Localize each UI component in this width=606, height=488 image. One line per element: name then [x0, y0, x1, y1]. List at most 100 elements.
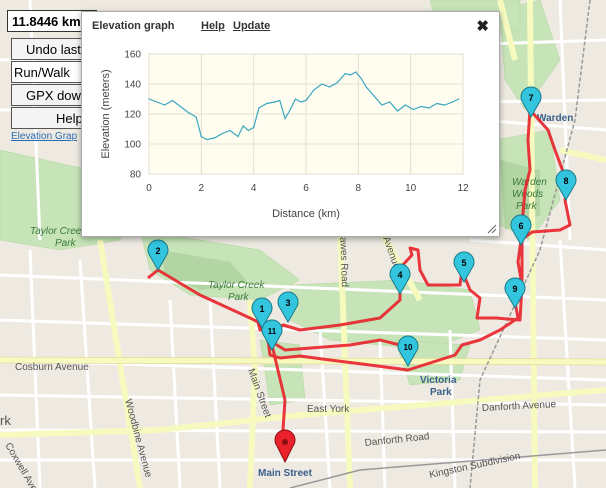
- elevation-point: [148, 98, 150, 100]
- marker-7[interactable]: 7: [520, 86, 542, 119]
- elevation-point: [458, 98, 460, 100]
- dialog-header[interactable]: Elevation graph Help Update ✖: [82, 12, 499, 38]
- map-label-taylor-creek-1b: Park: [55, 238, 77, 249]
- x-tick-label: 8: [356, 183, 362, 194]
- elevation-point: [221, 132, 223, 135]
- elevation-graph-dialog: Elevation graph Help Update ✖ 80 100 120 14…: [81, 11, 500, 237]
- elevation-point: [237, 135, 239, 138]
- elevation-point: [329, 86, 331, 88]
- map-label-warden-woods-2: Woods: [512, 189, 543, 200]
- y-tick-label: 140: [124, 80, 141, 91]
- elevation-point: [381, 104, 383, 106]
- marker-9[interactable]: 9: [504, 277, 526, 310]
- x-axis-label: Distance (km): [272, 208, 340, 220]
- marker-3[interactable]: 3: [277, 291, 299, 324]
- elevation-point: [428, 107, 430, 109]
- chart-gridlines: [148, 53, 464, 175]
- marker-3-label: 3: [285, 298, 290, 308]
- elevation-graph-link[interactable]: Elevation Grap: [11, 131, 78, 142]
- elevation-point: [436, 102, 438, 105]
- elevation-point: [156, 101, 158, 103]
- marker-4[interactable]: 4: [389, 263, 411, 296]
- y-tick-label: 100: [124, 140, 141, 151]
- elevation-point: [397, 110, 399, 112]
- map-label-victoria-park: Park: [430, 387, 452, 398]
- map-label-taylor-creek-2a: Taylor Creek: [208, 280, 265, 291]
- marker-4-label: 4: [397, 270, 402, 280]
- route-path[interactable]: [147, 108, 572, 461]
- elevation-point: [313, 89, 315, 91]
- close-icon[interactable]: ✖: [476, 18, 489, 35]
- marker-2[interactable]: 2: [147, 239, 169, 272]
- elevation-point: [300, 101, 302, 103]
- marker-6[interactable]: 6: [510, 214, 532, 247]
- marker-10[interactable]: 10: [397, 335, 419, 368]
- resize-handle-icon[interactable]: [487, 224, 497, 234]
- marker-8[interactable]: 8: [555, 169, 577, 202]
- gpx-download-button[interactable]: GPX down: [11, 84, 97, 106]
- x-tick-label: 0: [146, 183, 152, 194]
- elevation-point: [349, 74, 352, 76]
- elevation-point: [200, 135, 202, 138]
- elevation-point: [258, 107, 260, 109]
- end-marker[interactable]: [274, 429, 296, 464]
- x-tick-label: 4: [251, 183, 257, 194]
- dialog-help-link[interactable]: Help: [201, 20, 225, 32]
- elevation-point: [412, 108, 414, 111]
- x-tick-label: 12: [457, 183, 469, 194]
- elevation-series-points: [148, 71, 460, 141]
- map-label-dawes: Dawes Road: [337, 230, 350, 288]
- y-tick-label: 80: [130, 170, 142, 181]
- x-tick-label: 2: [199, 183, 205, 194]
- elevation-point: [279, 99, 281, 102]
- dialog-update-link[interactable]: Update: [233, 20, 271, 32]
- route-control-panel: 11.8446 km Undo last p Run/Walk GPX down…: [7, 10, 97, 146]
- map-label-taylor-creek-2b: Park: [228, 292, 250, 303]
- elevation-point: [213, 137, 215, 139]
- map-label-taylor-creek-1a: Taylor Creek: [30, 226, 87, 237]
- map-label-victoria: Victoria: [420, 375, 457, 386]
- elevation-point: [420, 105, 422, 108]
- route-markers[interactable]: 1 2 3 4 5 6 7 8: [147, 86, 577, 464]
- rail-line-2: [289, 449, 606, 488]
- y-axis-label: Elevation (meters): [100, 69, 112, 158]
- elevation-point: [206, 138, 208, 141]
- help-button[interactable]: Help: [11, 107, 97, 129]
- elevation-point: [404, 104, 406, 106]
- elevation-point: [289, 108, 291, 111]
- elevation-point: [229, 129, 231, 132]
- x-tick-label: 6: [303, 183, 309, 194]
- elevation-point: [284, 117, 286, 120]
- map-label-warden-woods-3: Park: [516, 201, 538, 212]
- elevation-point: [444, 104, 446, 106]
- map-label-danforth-ave: Danforth Avenue: [482, 399, 557, 414]
- map-label-warden: Warden: [537, 113, 573, 124]
- undo-last-point-button[interactable]: Undo last p: [11, 38, 97, 60]
- marker-5[interactable]: 5: [453, 251, 475, 284]
- elevation-point: [360, 77, 362, 79]
- elevation-point: [187, 111, 189, 114]
- marker-6-label: 6: [518, 221, 523, 231]
- elevation-point: [365, 86, 367, 88]
- elevation-point: [321, 83, 323, 85]
- elevation-point: [164, 104, 166, 106]
- marker-11[interactable]: 11: [261, 319, 283, 352]
- total-distance: 11.8446 km: [7, 10, 97, 32]
- elevation-point: [294, 98, 297, 100]
- marker-2-label: 2: [155, 246, 160, 256]
- elevation-point: [355, 71, 357, 73]
- x-tick-label: 10: [405, 183, 417, 194]
- marker-8-label: 8: [563, 176, 568, 186]
- map-label-warden-woods-1: Warden: [512, 177, 547, 188]
- elevation-point: [266, 102, 268, 105]
- elevation-point: [389, 101, 391, 103]
- activity-select[interactable]: Run/Walk: [11, 61, 97, 83]
- elevation-point: [451, 101, 454, 103]
- y-tick-label: 120: [124, 110, 141, 121]
- elevation-series-line: [148, 71, 460, 141]
- marker-1[interactable]: 1: [251, 297, 273, 330]
- dialog-title: Elevation graph: [92, 20, 175, 32]
- marker-10-label: 10: [404, 343, 413, 352]
- elevation-chart: 80 100 120 140 160 0 2 4 6 8 10 12 Distance (km) E…: [100, 50, 469, 221]
